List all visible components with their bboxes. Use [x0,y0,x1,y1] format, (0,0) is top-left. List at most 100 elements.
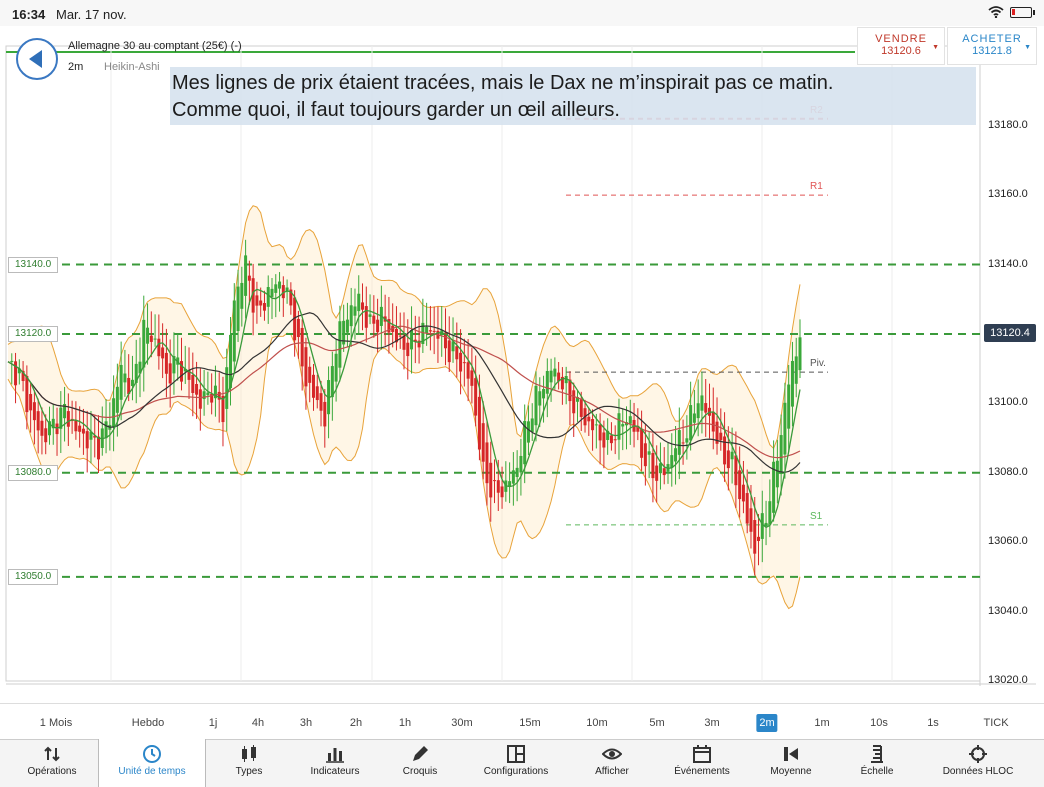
y-tick-label: 13160.0 [988,188,1028,201]
timeframe-3h[interactable]: 3h [299,717,313,729]
candle-body [164,352,168,374]
toolbar-crosshair[interactable]: Données HLOC [930,739,1026,787]
calendar-icon [693,745,711,763]
timeframe-15m[interactable]: 15m [519,717,541,729]
toolbar-clock[interactable]: Unité de temps [104,739,200,787]
timeframe-10s[interactable]: 10s [870,717,888,729]
candle-body [353,306,357,316]
candle-body [602,432,606,448]
toolbar-calendar[interactable]: Événements [654,739,750,787]
candle-body [138,361,142,374]
timeframe-4h[interactable]: 4h [251,717,265,729]
candle-body [304,347,308,387]
candle-body [232,300,236,362]
timeframe-5m[interactable]: 5m [649,717,665,729]
candle-body [692,413,696,423]
timeframe-30m[interactable]: 30m [451,717,473,729]
candle-body [459,352,463,372]
sort-arrows-icon [44,746,60,762]
candle-body [421,322,425,344]
buy-button[interactable]: ACHETER 13121.8 ▼ [947,27,1037,65]
timeframe-10m[interactable]: 10m [586,717,608,729]
price-line-tag[interactable]: 13140.0 [8,256,59,273]
timeframe-2m[interactable]: 2m [756,714,778,732]
candle-body [741,484,745,502]
candle-body [40,420,44,436]
timeframe-1s[interactable]: 1s [927,717,939,729]
toolbar-label: Afficher [595,766,629,777]
candle-body [285,287,289,292]
candle-body [319,393,323,411]
candle-body [655,465,659,481]
toolbar-bar-chart[interactable]: Indicateurs [287,739,383,787]
toolbar-sort-arrows[interactable]: Opérations [4,739,100,787]
candle-body [357,293,361,312]
buy-price: 13121.8 [972,45,1012,57]
candle-body [259,300,263,306]
timeframe-1-mois[interactable]: 1 Mois [39,717,73,729]
timeframe-2h[interactable]: 2h [349,717,363,729]
timeframe-1j[interactable]: 1j [208,717,218,729]
candle-body [59,407,63,429]
candle-body [202,391,206,400]
candle-body [515,467,519,477]
toolbar-eye[interactable]: Afficher [564,739,660,787]
last-price-tag: 13120.4 [984,323,1036,342]
timeframe-1m[interactable]: 1m [814,717,830,729]
candle-body [221,395,225,423]
candle-body [398,335,402,337]
candle-body [787,384,791,429]
candle-body [587,416,591,422]
candle-body [157,338,161,357]
candle-body [255,295,259,306]
candle-body [723,436,727,465]
price-line-tag[interactable]: 13050.0 [8,568,59,585]
price-chart[interactable]: 13180.0 13160.0 13140.0 13120.0 13100.0 13080… [0,26,1044,724]
pencil-icon [413,746,428,761]
candle-body [425,327,429,334]
candle-body [387,319,391,333]
candle-body [342,320,346,345]
timeframe-hebdo[interactable]: Hebdo [131,717,165,729]
candle-body [640,428,644,458]
timeframe-3m[interactable]: 3m [704,717,720,729]
moving-average-black [7,312,801,473]
candle-body [236,286,240,332]
back-button[interactable] [16,38,58,80]
candle-body [93,435,97,438]
toolbar-layout[interactable]: Configurations [468,739,564,787]
toolbar-scale[interactable]: Échelle [829,739,925,787]
candle-body [63,403,67,419]
candle-body [496,480,500,493]
candle-body [621,424,625,427]
sell-button[interactable]: VENDRE 13120.6 ▼ [857,27,945,65]
candle-body [32,402,36,421]
timeframe-1h[interactable]: 1h [398,717,412,729]
candle-body [647,451,651,455]
candle-body [685,438,689,443]
candle-body [564,376,568,384]
timeframe-tick[interactable]: TICK [983,717,1009,729]
chart-canvas[interactable] [0,26,1044,700]
candle-body [591,419,595,431]
y-tick-label: 13100.0 [988,396,1028,409]
toolbar-average[interactable]: Moyenne [743,739,839,787]
candle-body [130,379,134,387]
price-line-tag[interactable]: 13120.0 [8,325,59,342]
price-line-tag[interactable]: 13080.0 [8,464,59,481]
candle-body [613,439,617,441]
toolbar-candles[interactable]: Types [201,739,297,787]
candle-body [78,425,82,432]
candle-body [172,356,176,374]
candle-body [715,421,719,444]
crosshair-icon [969,745,987,763]
candle-body [700,395,704,411]
candle-body [447,340,451,363]
candle-body [451,341,455,352]
toolbar-pencil[interactable]: Croquis [372,739,468,787]
candle-body [545,371,549,394]
candle-body [311,374,315,398]
candle-body [689,405,693,441]
candle-body [775,460,779,488]
